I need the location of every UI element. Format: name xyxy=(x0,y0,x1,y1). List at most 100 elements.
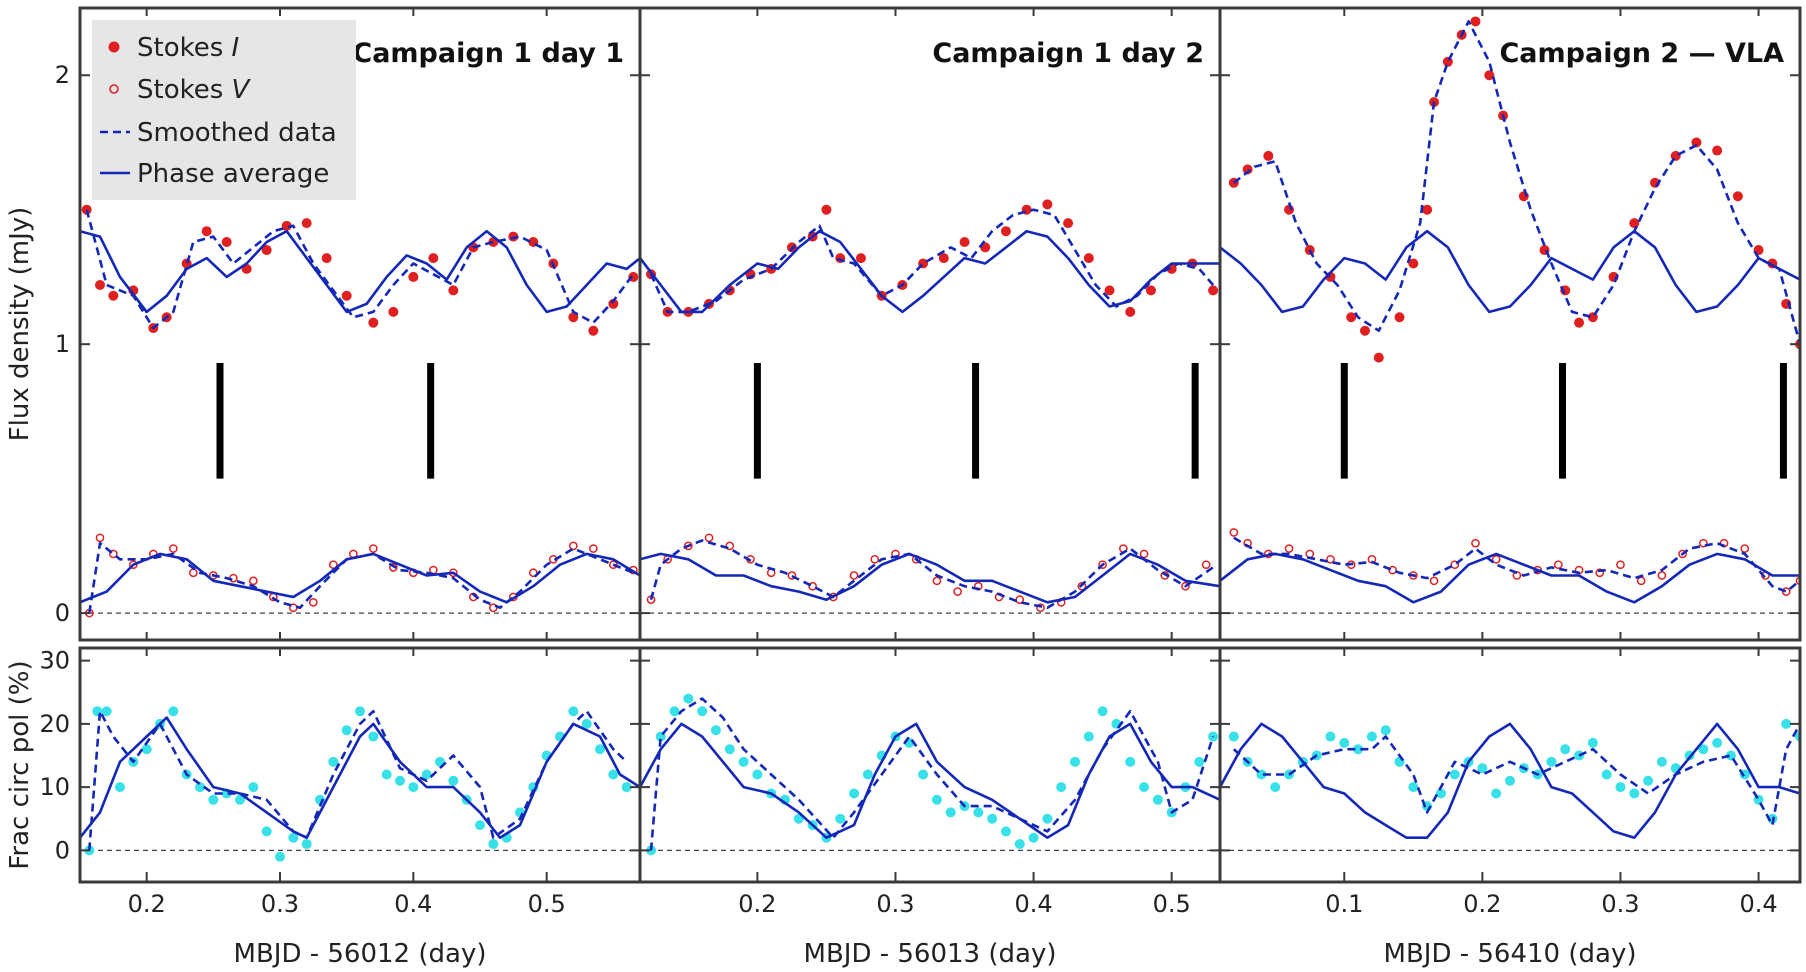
frac-point xyxy=(1491,788,1502,799)
frac-point xyxy=(697,706,708,717)
frac-point xyxy=(931,794,942,805)
frac-point xyxy=(621,782,632,793)
stokes-i-point xyxy=(1691,137,1702,148)
stokes-i-point xyxy=(1145,285,1156,296)
stokes-i-point xyxy=(281,220,292,231)
frac-point xyxy=(488,839,499,850)
stokes-v-point xyxy=(1201,560,1211,570)
frac-point xyxy=(862,769,873,780)
legend-stokes-v-label: Stokes V xyxy=(137,75,252,105)
stokes-v-point xyxy=(1678,549,1687,559)
smoothed-flux-line xyxy=(649,208,1215,314)
frac-point xyxy=(568,706,579,717)
frac-point xyxy=(1194,756,1205,767)
stokes-v-point xyxy=(1636,576,1646,586)
frac-point xyxy=(1014,839,1025,850)
stokes-i-point xyxy=(1732,191,1743,202)
frac-point xyxy=(115,782,125,793)
stokes-v-point xyxy=(1450,560,1460,570)
stokes-i-point xyxy=(1208,285,1219,296)
x-tick-label: 0.1 xyxy=(1325,890,1363,918)
stokes-i-point xyxy=(1242,164,1253,175)
stokes-v-point xyxy=(808,581,817,591)
legend-stokes-i-var: I xyxy=(232,33,240,63)
stokes-v-point xyxy=(128,560,138,570)
frac-point xyxy=(1546,756,1557,767)
frac-point xyxy=(421,769,432,780)
stokes-v-point xyxy=(1781,587,1791,596)
frac-point xyxy=(168,706,179,717)
frac-point xyxy=(1560,744,1571,755)
stokes-i-point xyxy=(938,253,949,264)
stokes-i-point xyxy=(1394,312,1405,323)
stokes-v-point xyxy=(1491,554,1501,564)
frac-point xyxy=(1656,756,1667,767)
stokes-i-point xyxy=(81,204,92,215)
legend-stokes-v-prefix: Stokes xyxy=(137,75,232,105)
stokes-i-point xyxy=(1422,204,1433,215)
stokes-i-point xyxy=(221,236,232,247)
stokes-v-point xyxy=(108,549,118,559)
frac-point xyxy=(261,826,272,837)
y-axis-label-flux: Flux density (mJy) xyxy=(5,207,35,442)
frac-point xyxy=(1083,731,1094,742)
stokes-i-point xyxy=(1574,317,1585,328)
stokes-v-point xyxy=(1553,560,1563,570)
stokes-i-point xyxy=(408,271,419,282)
stokes-i-point xyxy=(1042,199,1053,210)
stokes-i-point xyxy=(368,317,379,328)
frac-point xyxy=(1408,782,1419,793)
legend-stokes-i-label: Stokes I xyxy=(137,33,239,63)
stokes-i-point xyxy=(448,285,459,296)
stokes-i-point xyxy=(1629,218,1640,229)
stokes-v-point xyxy=(588,544,598,553)
frac-point xyxy=(381,769,392,780)
frac-point xyxy=(945,807,956,818)
stokes-i-point xyxy=(821,204,832,215)
legend-phase-label: Phase average xyxy=(137,159,329,189)
phase-average-flux-line xyxy=(640,229,1220,314)
smoothed-frac-line xyxy=(88,709,628,851)
frac-point xyxy=(1028,832,1039,843)
frac-point xyxy=(208,794,219,805)
x-tick-label: 0.5 xyxy=(528,890,566,918)
stokes-i-point xyxy=(855,253,866,264)
flux-plot xyxy=(1220,16,1800,614)
flux-frame xyxy=(1218,6,1802,642)
stokes-v-point xyxy=(1098,560,1107,570)
frac-point xyxy=(752,769,763,780)
frac-point xyxy=(724,744,735,755)
legend-smoothed-label: Smoothed data xyxy=(137,118,337,148)
frac-point xyxy=(1353,744,1364,755)
frac-point xyxy=(1698,744,1709,755)
flux-plot xyxy=(80,204,640,618)
frac-point xyxy=(328,756,339,767)
frac-point xyxy=(408,782,419,793)
stokes-i-point xyxy=(261,245,272,256)
stokes-i-point xyxy=(588,325,599,336)
x-tick-label: 0.2 xyxy=(1463,890,1501,918)
stokes-v-point xyxy=(932,576,942,586)
stokes-v-point xyxy=(1471,538,1480,548)
frac-point xyxy=(355,706,365,717)
stokes-v-point xyxy=(368,544,378,553)
frac-point xyxy=(1125,756,1136,767)
frac-point xyxy=(1725,750,1736,761)
stokes-i-point xyxy=(1408,258,1419,269)
stokes-i-point xyxy=(301,218,312,229)
frac-point xyxy=(1587,737,1598,748)
smoothed-v-line xyxy=(649,539,1214,610)
legend-stokes-i-prefix: Stokes xyxy=(137,33,232,63)
stokes-i-point xyxy=(1484,70,1495,81)
frac-point xyxy=(1781,718,1792,729)
stokes-i-point xyxy=(321,253,332,264)
stokes-i-point xyxy=(1125,306,1136,317)
x-tick-label: 0.5 xyxy=(1153,890,1191,918)
frac-point xyxy=(849,788,860,799)
stokes-i-point xyxy=(341,290,352,301)
stokes-i-point xyxy=(108,290,119,301)
frac-point xyxy=(918,769,929,780)
stokes-v-point xyxy=(1616,560,1625,570)
frac-point xyxy=(1477,763,1488,774)
frac-point xyxy=(1643,775,1654,786)
